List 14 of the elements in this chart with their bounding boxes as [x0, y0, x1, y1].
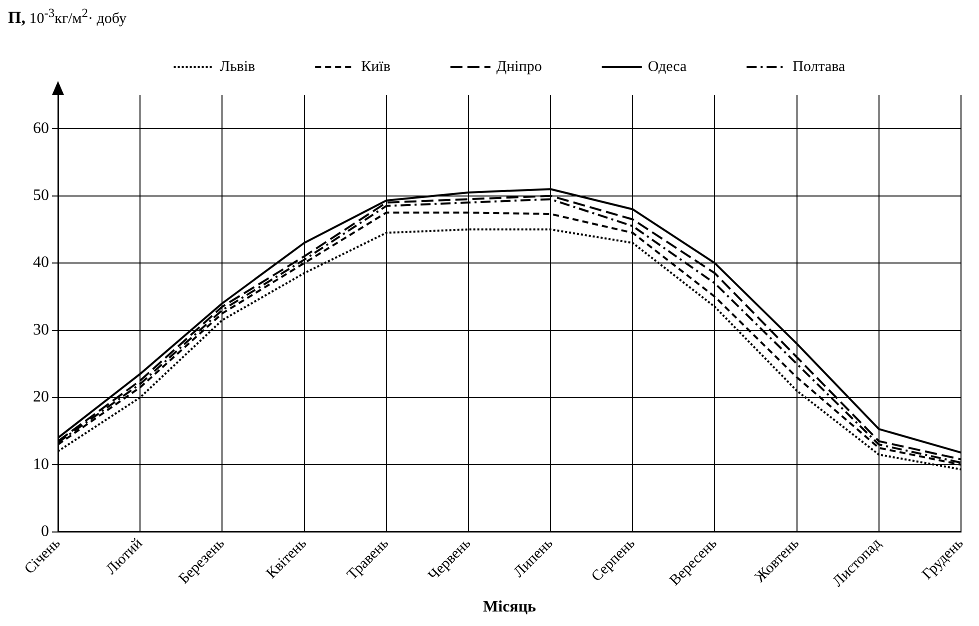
legend-label: Львів [220, 58, 256, 75]
legend-label: Київ [361, 58, 390, 75]
x-axis-title: Місяць [483, 598, 537, 616]
y-tick-label: 0 [41, 523, 49, 540]
y-tick-label: 40 [33, 254, 49, 272]
legend-label: Дніпро [496, 58, 542, 75]
y-tick-label: 10 [33, 456, 49, 473]
y-tick-label: 20 [33, 388, 49, 406]
y-axis-title: П, 10$^{-3}$кг/м$^{2}$· добу [8, 6, 126, 28]
y-tick-label: 30 [33, 321, 49, 338]
legend-label: Одеса [648, 58, 688, 75]
legend-label: Полтава [792, 58, 846, 75]
y-tick-label: 60 [33, 120, 49, 137]
y-tick-label: 50 [33, 187, 49, 204]
